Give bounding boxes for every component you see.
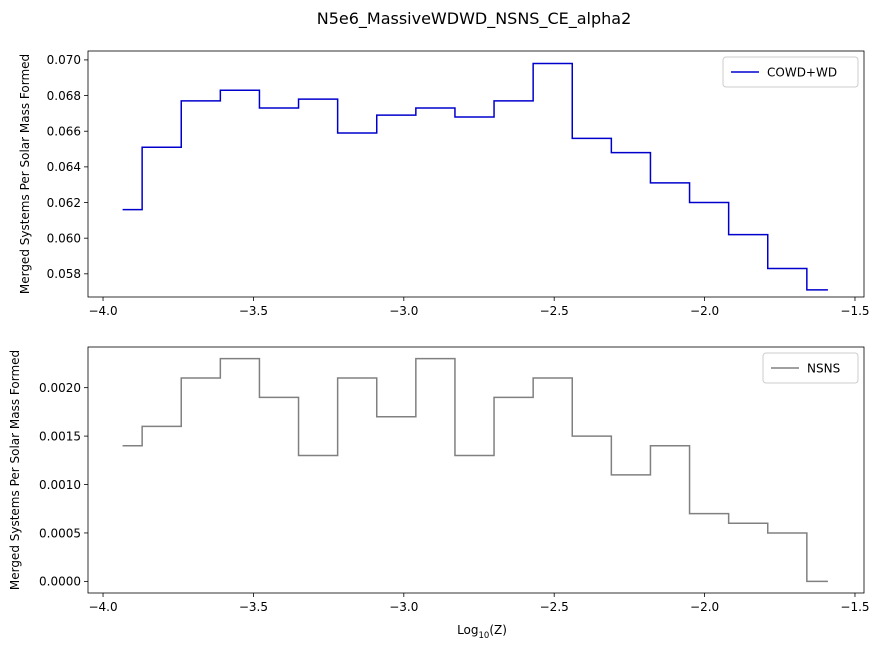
x-tick-label: −1.5 — [840, 600, 869, 614]
x-tick-label: −3.5 — [239, 304, 268, 318]
panel-top: −4.0 −3.5 −3.0 −2.5 −2.0 −1.5 0.058 0.060 0.062 0… — [18, 50, 870, 318]
x-axis-label: Log10(Z) — [457, 623, 507, 641]
y-tick-label: 0.058 — [47, 267, 81, 281]
y-tick-label: 0.0010 — [39, 478, 81, 492]
series-line — [122, 357, 828, 583]
x-tick-label: −2.5 — [540, 304, 569, 318]
figure-title: N5e6_MassiveWDWD_NSNS_CE_alpha2 — [317, 9, 632, 29]
y-tick-label: 0.062 — [47, 196, 81, 210]
axes-frame — [87, 50, 865, 298]
x-tick-label: −2.0 — [690, 304, 719, 318]
y-tick-label: 0.064 — [47, 160, 81, 174]
y-tick-label: 0.066 — [47, 125, 81, 139]
y-axis-label: Merged Systems Per Solar Mass Formed — [8, 350, 22, 590]
series-line — [122, 62, 828, 291]
axes-frame — [87, 346, 865, 594]
y-tick-label: 0.0005 — [39, 526, 81, 540]
x-axis-label-subscript: 10 — [479, 631, 490, 641]
legend-box — [722, 56, 859, 88]
y-tick-label: 0.070 — [47, 53, 81, 67]
y-tick-label: 0.0000 — [39, 575, 81, 589]
x-axis-label-tail: (Z) — [489, 623, 507, 637]
x-tick-label: −3.0 — [389, 304, 418, 318]
x-tick-label: −4.0 — [88, 304, 117, 318]
y-tick-label: 0.0020 — [39, 381, 81, 395]
legend-box — [762, 352, 859, 384]
x-tick-label: −2.5 — [540, 600, 569, 614]
legend-label: NSNS — [807, 362, 840, 376]
x-tick-label: −2.0 — [690, 600, 719, 614]
x-tick-label: −3.5 — [239, 600, 268, 614]
x-axis-label-main: Log — [457, 623, 478, 637]
x-tick-label: −1.5 — [840, 304, 869, 318]
y-tick-label: 0.0015 — [39, 429, 81, 443]
x-tick-label: −4.0 — [88, 600, 117, 614]
y-tick-label: 0.060 — [47, 231, 81, 245]
y-tick-label: 0.068 — [47, 89, 81, 103]
x-tick-label: −3.0 — [389, 600, 418, 614]
panel-bottom: −4.0 −3.5 −3.0 −2.5 −2.0 −1.5 0.0000 0.0005 0.00… — [8, 346, 870, 614]
legend-label: COWD+WD — [767, 66, 837, 80]
y-axis-label: Merged Systems Per Solar Mass Formed — [18, 54, 32, 294]
